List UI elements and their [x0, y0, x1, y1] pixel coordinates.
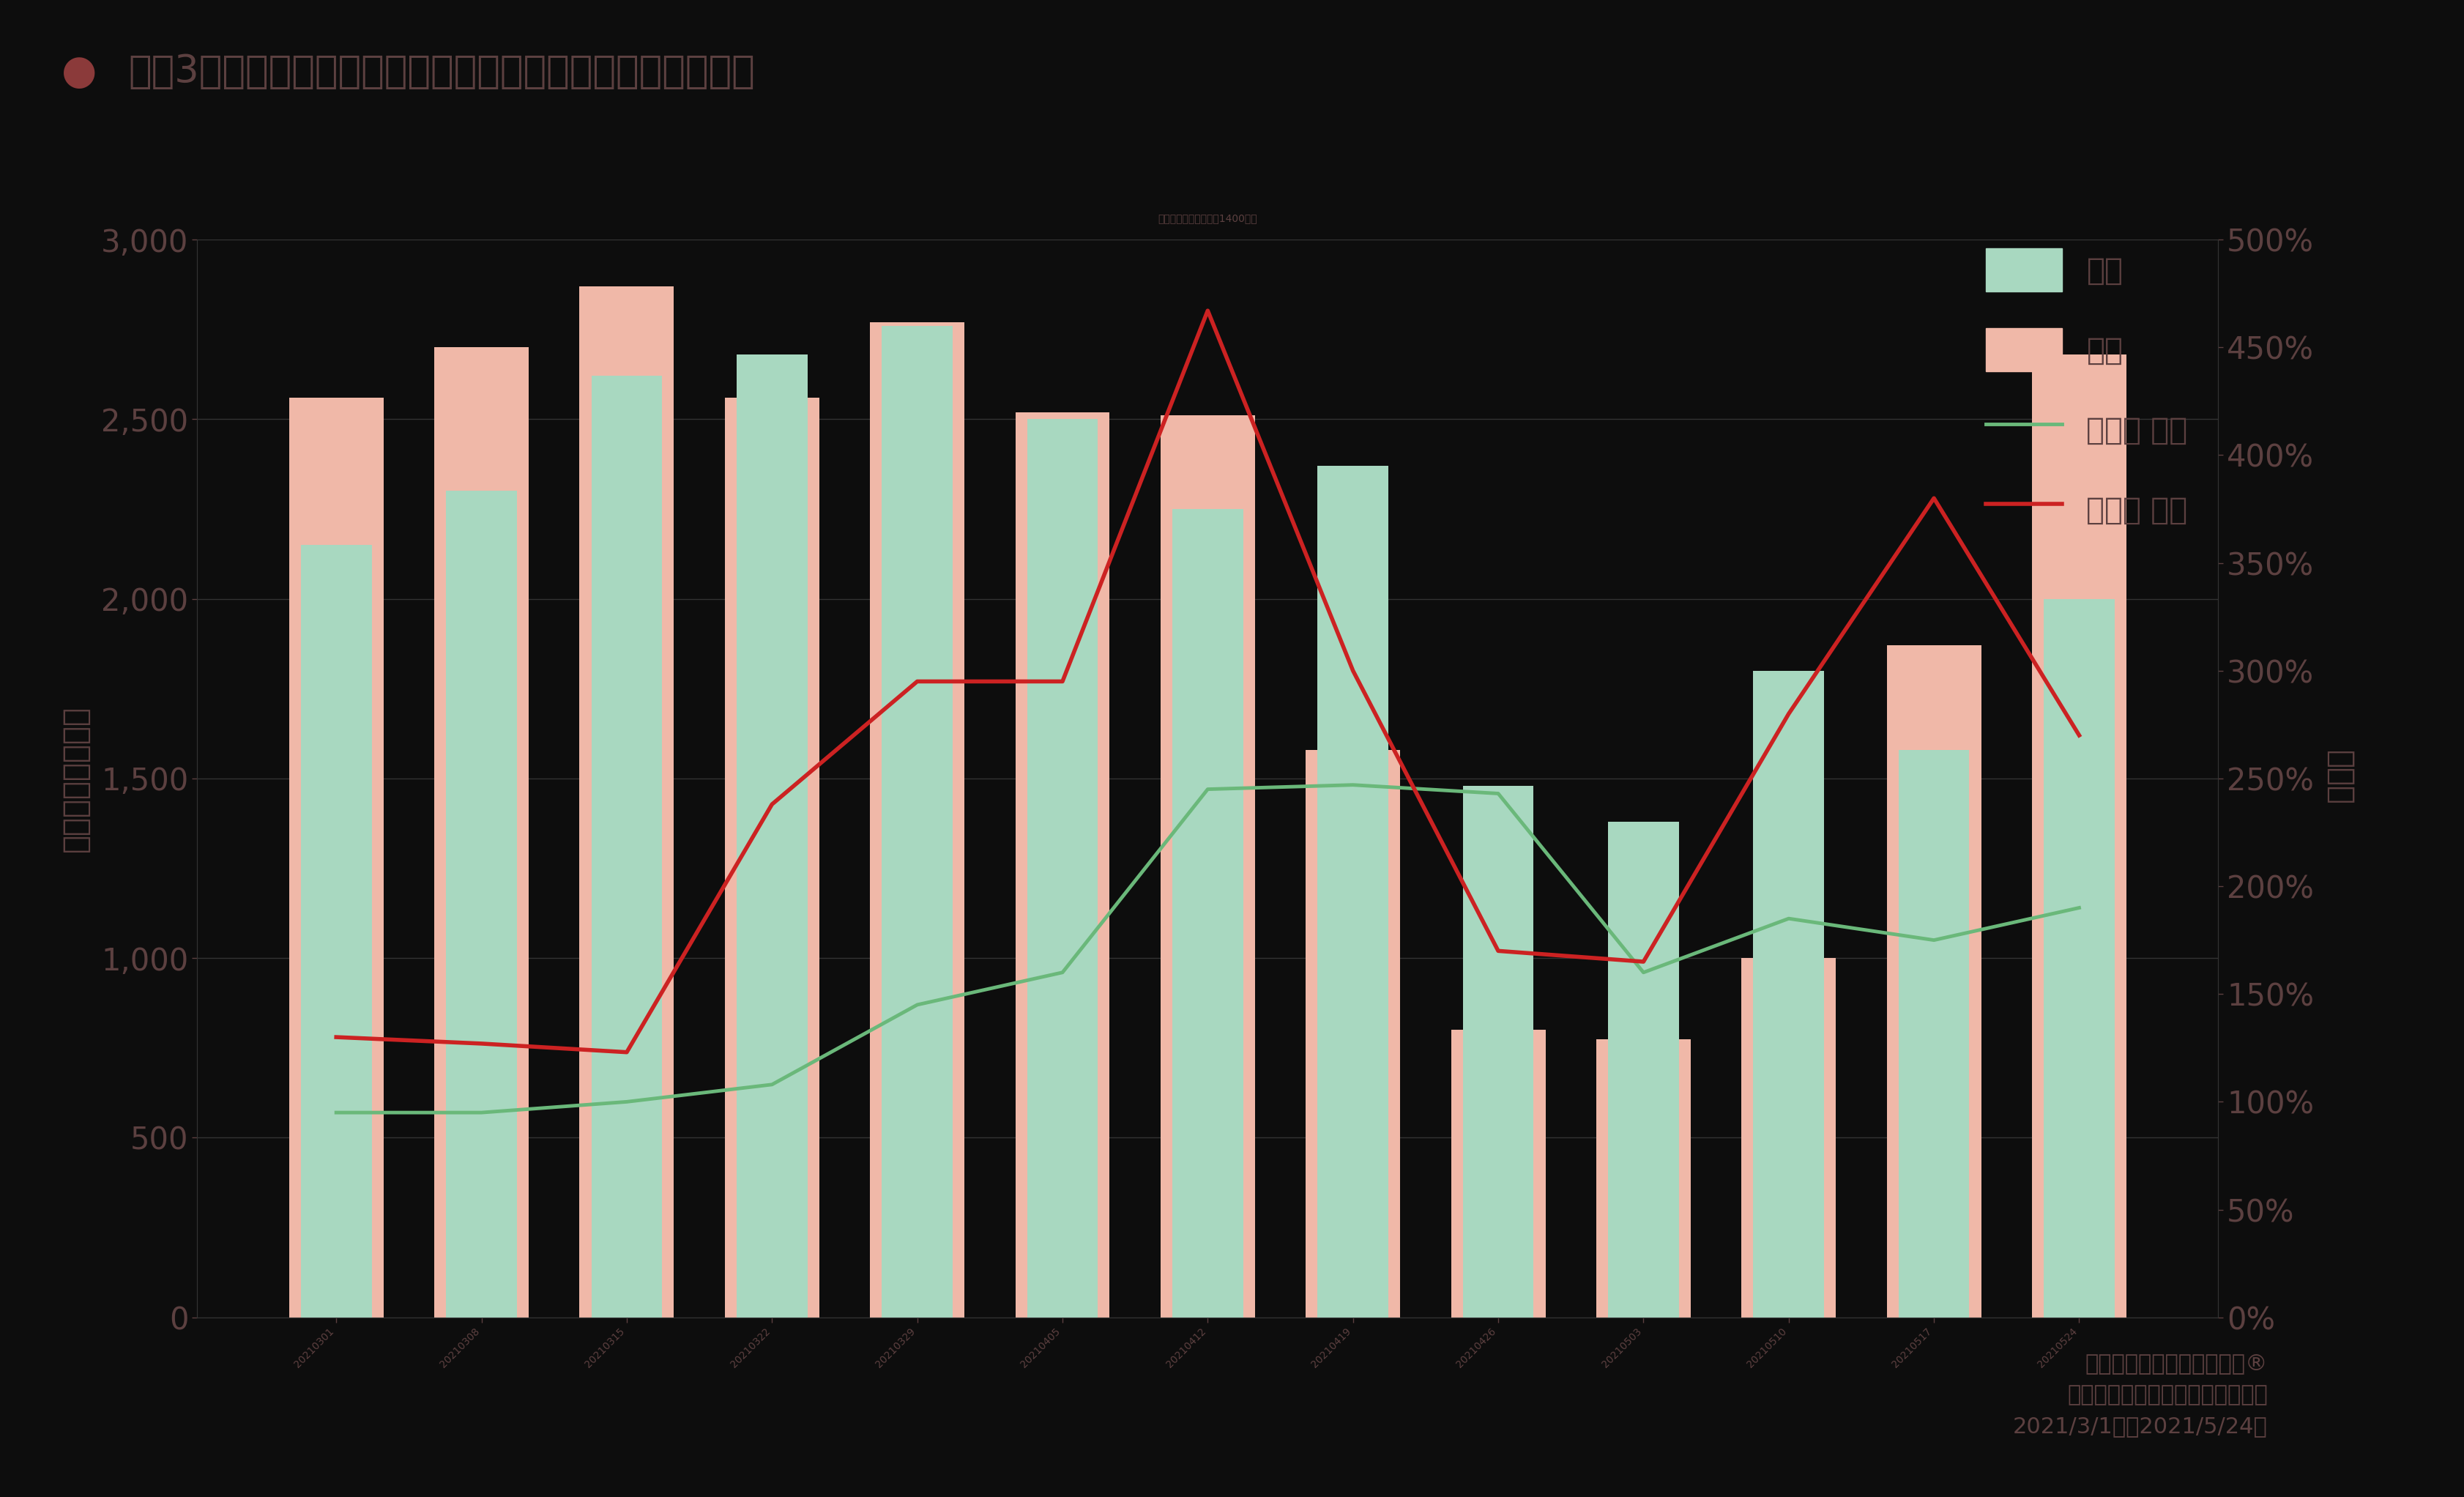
Text: 直近3ヶ月のヴィーナスフォート周辺（お台場）の人口推移: 直近3ヶ月のヴィーナスフォート周辺（お台場）の人口推移 — [128, 52, 754, 90]
Bar — [1027, 419, 1096, 1317]
Bar — [1173, 509, 1242, 1317]
Bar — [1461, 786, 1533, 1317]
Bar — [1306, 750, 1400, 1317]
Text: ●: ● — [62, 52, 96, 91]
Bar — [1015, 412, 1109, 1317]
Bar — [579, 286, 673, 1317]
Bar — [301, 545, 372, 1317]
Y-axis label: 前年比: 前年比 — [2324, 751, 2353, 805]
Bar — [288, 398, 384, 1317]
Bar — [434, 347, 530, 1317]
Bar — [591, 376, 663, 1317]
Bar — [1885, 645, 1981, 1317]
Bar — [724, 398, 818, 1317]
Bar — [1161, 416, 1254, 1317]
Bar — [2030, 355, 2126, 1317]
Title: ヴィーナスフォート　1400時台: ヴィーナスフォート 1400時台 — [1158, 213, 1257, 223]
Bar — [870, 322, 963, 1317]
Y-axis label: 滞在者人口（人）: 滞在者人口（人） — [59, 705, 91, 852]
Bar — [737, 355, 808, 1317]
Bar — [1597, 1039, 1690, 1317]
Bar — [2043, 599, 2114, 1317]
Bar — [882, 326, 954, 1317]
Bar — [1752, 671, 1823, 1317]
Text: データ：モバイル空間統計®
国内人口分布（リアルタイム版）
2021/3/1週～2021/5/24週: データ：モバイル空間統計® 国内人口分布（リアルタイム版） 2021/3/1週～… — [2013, 1353, 2267, 1437]
Bar — [1607, 822, 1678, 1317]
Bar — [1742, 958, 1836, 1317]
Bar — [1451, 1030, 1545, 1317]
Legend: 平日, 休日, 前年比 平日, 前年比 休日: 平日, 休日, 前年比 平日, 前年比 休日 — [1971, 234, 2203, 546]
Bar — [1897, 750, 1969, 1317]
Bar — [1318, 466, 1387, 1317]
Bar — [446, 491, 517, 1317]
